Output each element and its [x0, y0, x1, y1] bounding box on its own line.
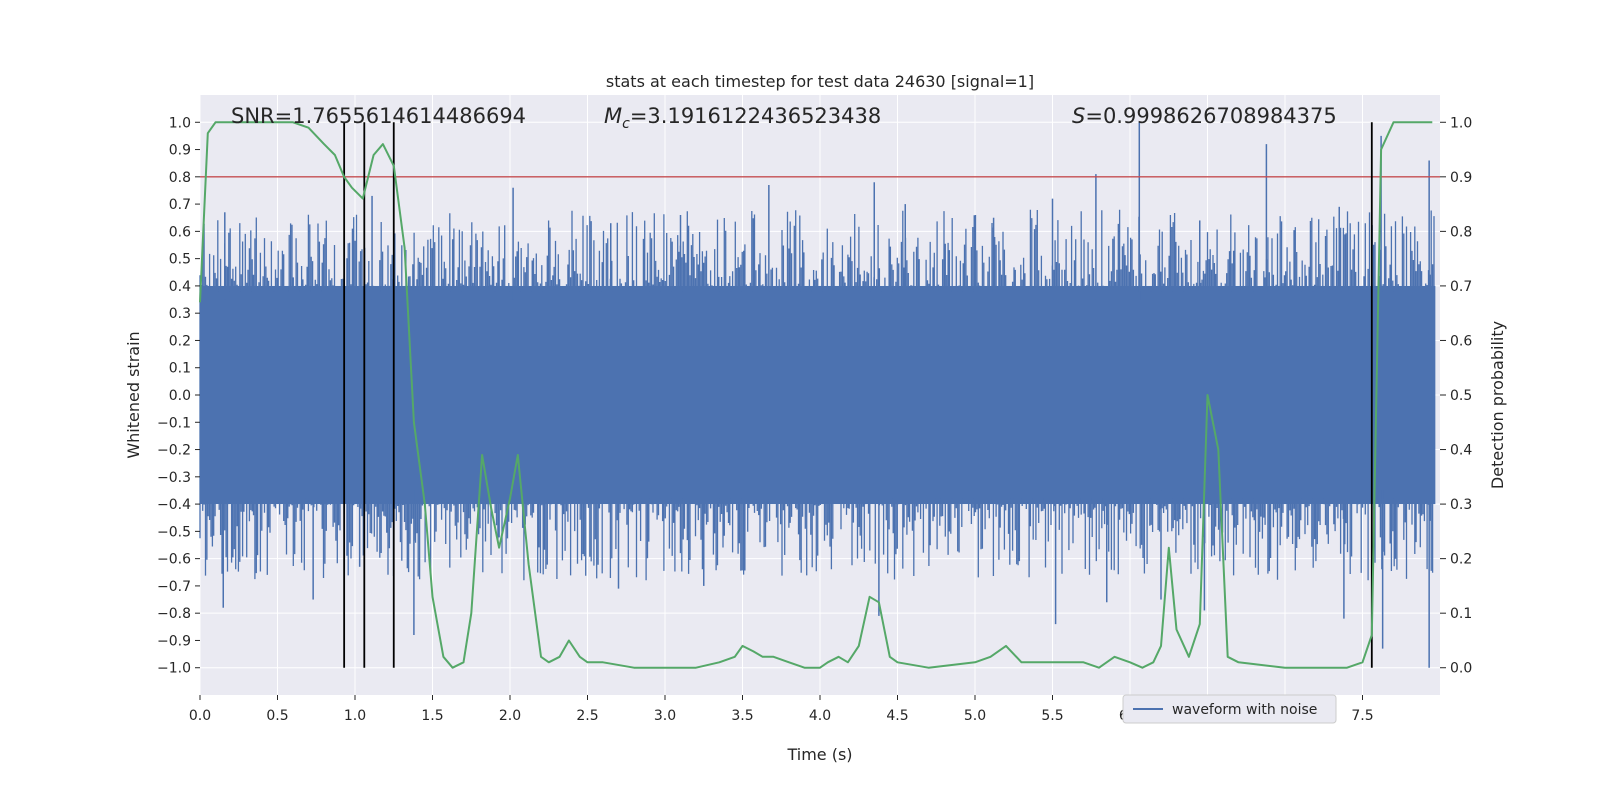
y-tick-label: −0.1 [157, 415, 191, 431]
detection-probability-line [199, 121, 1433, 669]
y-tick-label: −0.9 [157, 633, 191, 649]
y-tick-label: 0.2 [169, 333, 191, 349]
y2-tick-label: 0.7 [1450, 279, 1472, 295]
detection-probability-series [199, 121, 1433, 669]
x-tick-label: 3.5 [731, 708, 753, 724]
chart-title: stats at each timestep for test data 246… [606, 72, 1034, 91]
y-tick-label: −0.6 [157, 552, 191, 568]
y-tick-label: 0.0 [169, 388, 191, 404]
y2-axis-ticks: 1.0 0.9 0.8 0.7 0.6 0.5 0.4 0.3 0.2 0.1 0.0 [1440, 115, 1472, 677]
y-tick-label: −0.3 [157, 470, 191, 486]
y2-tick-label: 0.6 [1450, 333, 1472, 349]
legend-label: waveform with noise [1172, 702, 1317, 718]
y2-tick-label: 0.0 [1450, 661, 1472, 677]
y-tick-label: 0.5 [169, 252, 191, 268]
waveform-series [199, 122, 1436, 668]
y-tick-label: −0.5 [157, 524, 191, 540]
y2-tick-label: 0.4 [1450, 443, 1472, 459]
legend-box [1122, 694, 1337, 724]
y-tick-label: 0.6 [169, 224, 191, 240]
chirp-mass-annotation: Mc=3.1916122436523438 [604, 104, 881, 132]
x-tick-label: 4.0 [809, 708, 831, 724]
y-tick-label: 0.3 [169, 306, 191, 322]
mc-subscript: c [622, 116, 630, 132]
event-lines [343, 122, 1373, 668]
x-tick-label: 0.0 [189, 708, 211, 724]
y2-tick-label: 0.9 [1450, 170, 1472, 186]
s-value: =0.9998626708984375 [1085, 104, 1336, 128]
score-annotation: S=0.9998626708984375 [1072, 104, 1337, 128]
y-axis-label: Whitened strain [124, 331, 143, 458]
x-tick-label: 5.5 [1041, 708, 1063, 724]
y2-tick-label: 0.3 [1450, 497, 1472, 513]
y-tick-label: −0.2 [157, 443, 191, 459]
y-tick-label: −0.8 [157, 606, 191, 622]
y-tick-label: 0.7 [169, 197, 191, 213]
waveform-noise [199, 209, 1435, 581]
y-tick-label: −0.7 [157, 579, 191, 595]
y-tick-label: 0.8 [169, 170, 191, 186]
x-tick-label: 0.5 [266, 708, 288, 724]
y-axis-ticks: 1.0 0.9 0.8 0.7 0.6 0.5 0.4 0.3 0.2 0.1 0.0 −0.1 −0.… [157, 115, 200, 677]
y2-tick-label: 1.0 [1450, 115, 1472, 131]
y2-tick-label: 0.1 [1450, 606, 1472, 622]
y-tick-label: −0.4 [157, 497, 191, 513]
x-tick-label: 3.0 [654, 708, 676, 724]
x-tick-label: 5.0 [964, 708, 986, 724]
x-tick-label: 1.0 [344, 708, 366, 724]
y2-tick-label: 0.2 [1450, 552, 1472, 568]
mc-value: =3.1916122436523438 [630, 104, 881, 128]
x-axis-label: Time (s) [786, 745, 852, 764]
y2-axis-label: Detection probability [1488, 321, 1507, 489]
y-tick-label: 1.0 [169, 115, 191, 131]
y-tick-label: 0.9 [169, 143, 191, 159]
x-tick-label: 2.5 [576, 708, 598, 724]
x-tick-label: 4.5 [886, 708, 908, 724]
x-tick-label: 1.5 [421, 708, 443, 724]
x-tick-label: 2.0 [499, 708, 521, 724]
y-tick-label: 0.4 [169, 279, 191, 295]
y2-tick-label: 0.5 [1450, 388, 1472, 404]
x-tick-label: 7.5 [1351, 708, 1373, 724]
mc-symbol: M [604, 104, 622, 128]
y2-tick-label: 0.8 [1450, 224, 1472, 240]
snr-annotation: SNR=1.7655614614486694 [231, 104, 526, 128]
legend: waveform with noise [1122, 694, 1337, 724]
y-tick-label: −1.0 [157, 661, 191, 677]
y-tick-label: 0.1 [169, 361, 191, 377]
s-symbol: S [1072, 104, 1085, 128]
